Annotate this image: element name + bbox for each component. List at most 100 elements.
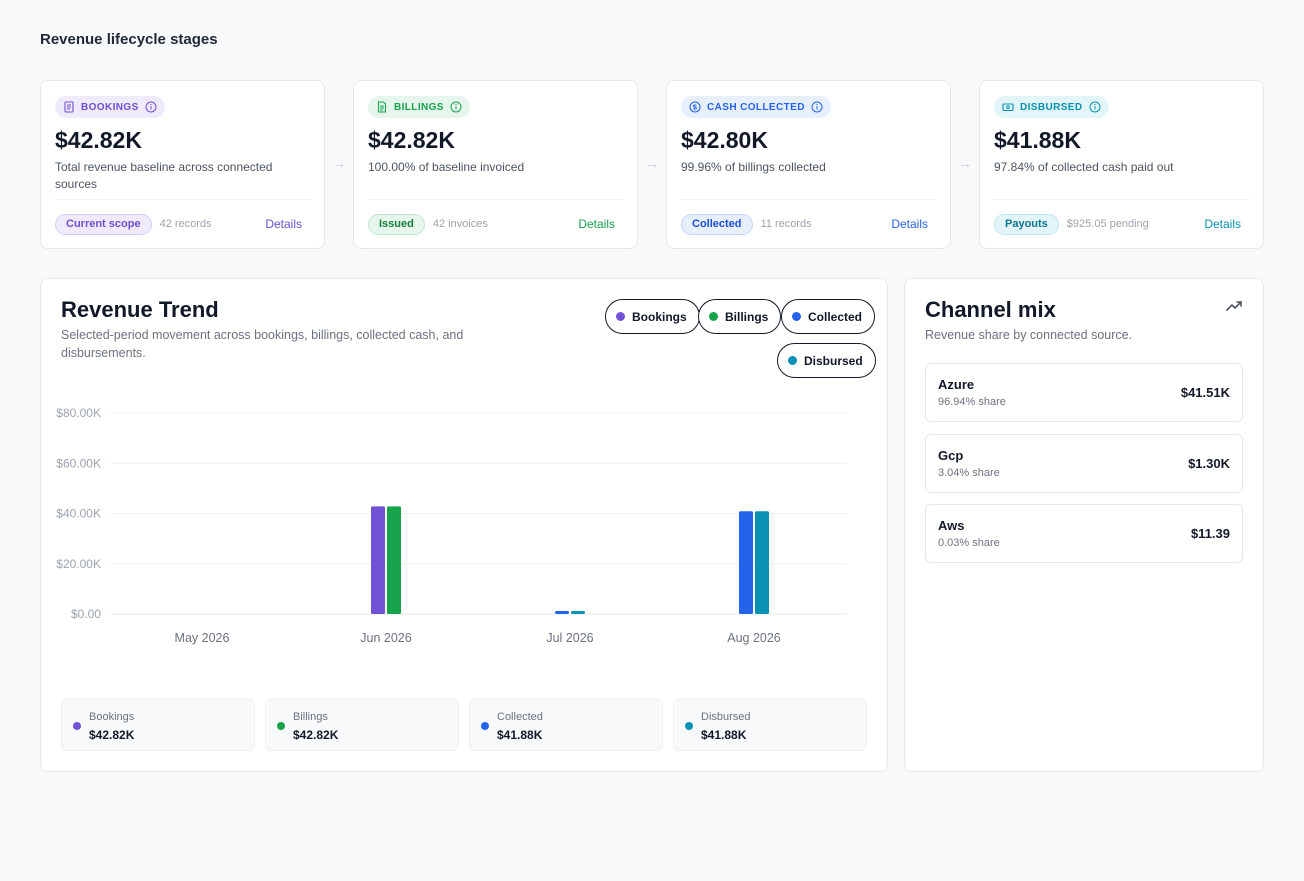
x-tick-label: Aug 2026 bbox=[727, 631, 781, 645]
details-link[interactable]: Details bbox=[265, 217, 302, 231]
legend-toggle-disbursed[interactable]: Disbursed bbox=[777, 343, 876, 378]
summary-dot bbox=[277, 722, 285, 730]
stage-footer: Issued 42 invoices Details bbox=[368, 199, 623, 248]
bar-billings bbox=[387, 506, 401, 614]
arrow-right-icon: → bbox=[958, 155, 972, 171]
stage-description: 100.00% of baseline invoiced bbox=[368, 160, 525, 174]
x-tick-label: Jul 2026 bbox=[546, 631, 593, 645]
banknote-icon bbox=[1002, 103, 1014, 112]
x-tick-label: Jun 2026 bbox=[360, 631, 411, 645]
summary-dot bbox=[73, 722, 81, 730]
panel-subtitle: Revenue share by connected source. bbox=[925, 328, 1133, 342]
legend-label: Disbursed bbox=[804, 353, 863, 368]
stage-pill-disbursed: DISBURSED bbox=[994, 96, 1109, 118]
legend-label: Collected bbox=[808, 309, 863, 324]
stage-pill-cash-collected: $ CASH COLLECTED bbox=[681, 96, 831, 118]
channel-name: Azure bbox=[938, 377, 975, 392]
record-count: 42 invoices bbox=[432, 218, 488, 230]
x-tick-label: May 2026 bbox=[175, 631, 230, 645]
summary-card-bookings: Bookings $42.82K bbox=[61, 698, 255, 751]
details-link[interactable]: Details bbox=[891, 217, 928, 231]
y-tick-label: $80.00K bbox=[56, 406, 101, 420]
channel-share: 96.94% share bbox=[938, 396, 1006, 408]
status-badge: Payouts bbox=[994, 213, 1059, 235]
y-tick-label: $40.00K bbox=[56, 507, 101, 521]
stage-card-cash-collected: $ CASH COLLECTED $42.80K 99.96% of billi… bbox=[666, 80, 951, 249]
stage-footer: Payouts $925.05 pending Details bbox=[994, 199, 1249, 248]
stage-footer: Collected 11 records Details bbox=[681, 199, 936, 248]
status-badge: Issued bbox=[368, 213, 425, 235]
channel-mix-panel: Channel mix Revenue share by connected s… bbox=[904, 278, 1264, 772]
panel-title: Revenue Trend bbox=[61, 297, 219, 322]
legend-toggle-bookings[interactable]: Bookings bbox=[605, 299, 700, 334]
y-tick-label: $20.00K bbox=[56, 557, 101, 571]
summary-card-billings: Billings $42.82K bbox=[265, 698, 459, 751]
channel-name: Aws bbox=[938, 518, 965, 533]
channel-row-aws[interactable]: Aws 0.03% share $11.39 bbox=[925, 504, 1243, 563]
info-icon[interactable] bbox=[450, 101, 462, 113]
summary-card-disbursed: Disbursed $41.88K bbox=[673, 698, 867, 751]
invoice-icon bbox=[377, 101, 387, 113]
legend-label: Billings bbox=[725, 309, 769, 324]
channel-amount: $1.30K bbox=[1188, 456, 1230, 471]
summary-value: $42.82K bbox=[89, 728, 135, 742]
summary-dot bbox=[481, 722, 489, 730]
legend-dot bbox=[788, 356, 797, 365]
trend-up-icon[interactable] bbox=[1225, 299, 1243, 313]
info-icon[interactable] bbox=[145, 101, 157, 113]
info-icon[interactable] bbox=[811, 101, 823, 113]
bar-disbursed bbox=[755, 511, 769, 614]
document-icon bbox=[64, 101, 74, 113]
legend-dot bbox=[616, 312, 625, 321]
stage-pill-billings: BILLINGS bbox=[368, 96, 470, 118]
info-icon[interactable] bbox=[1089, 101, 1101, 113]
revenue-trend-chart: $0.00 $20.00K $40.00K $60.00K $80.00K May 202… bbox=[56, 406, 847, 645]
stage-label: DISBURSED bbox=[1020, 101, 1083, 113]
svg-text:$: $ bbox=[692, 104, 697, 112]
channel-row-gcp[interactable]: Gcp 3.04% share $1.30K bbox=[925, 434, 1243, 493]
summary-dot bbox=[685, 722, 693, 730]
bar-collected bbox=[739, 511, 753, 614]
bar-collected bbox=[555, 611, 569, 614]
stage-description: Total revenue baseline across connected … bbox=[55, 160, 273, 191]
legend-toggle-billings[interactable]: Billings bbox=[698, 299, 782, 334]
record-count: $925.05 pending bbox=[1066, 218, 1149, 230]
revenue-trend-panel: Revenue Trend Selected-period movement a… bbox=[40, 278, 888, 772]
arrow-right-icon: → bbox=[332, 155, 346, 171]
summary-value: $41.88K bbox=[701, 728, 747, 742]
bar-disbursed bbox=[571, 611, 585, 614]
stage-value: $42.82K bbox=[368, 127, 455, 153]
details-link[interactable]: Details bbox=[578, 217, 615, 231]
y-tick-label: $60.00K bbox=[56, 456, 101, 470]
summary-card-collected: Collected $41.88K bbox=[469, 698, 663, 751]
stage-description: 99.96% of billings collected bbox=[681, 160, 826, 174]
stage-value: $41.88K bbox=[994, 127, 1081, 153]
channel-amount: $41.51K bbox=[1180, 385, 1230, 400]
channel-name: Gcp bbox=[938, 448, 964, 463]
legend-toggle-collected[interactable]: Collected bbox=[781, 299, 876, 334]
page-title: Revenue lifecycle stages bbox=[40, 31, 218, 48]
status-badge: Current scope bbox=[55, 213, 152, 235]
dollar-coin-icon: $ bbox=[689, 101, 701, 113]
panel-subtitle: Selected-period movement across bookings… bbox=[61, 328, 464, 360]
stage-label: BILLINGS bbox=[394, 101, 444, 113]
summary-label: Bookings bbox=[89, 711, 135, 723]
legend-dot bbox=[792, 312, 801, 321]
panel-title: Channel mix bbox=[925, 297, 1056, 322]
channel-amount: $11.39 bbox=[1190, 526, 1230, 541]
summary-value: $42.82K bbox=[293, 728, 339, 742]
stage-description: 97.84% of collected cash paid out bbox=[994, 160, 1174, 174]
stage-card-disbursed: DISBURSED $41.88K 97.84% of collected ca… bbox=[979, 80, 1264, 249]
stage-card-billings: BILLINGS $42.82K 100.00% of baseline inv… bbox=[353, 80, 638, 249]
stage-value: $42.82K bbox=[55, 127, 142, 153]
arrow-right-icon: → bbox=[645, 155, 659, 171]
summary-value: $41.88K bbox=[497, 728, 543, 742]
channel-row-azure[interactable]: Azure 96.94% share $41.51K bbox=[925, 363, 1243, 422]
stage-footer: Current scope 42 records Details bbox=[55, 199, 310, 248]
stage-label: CASH COLLECTED bbox=[707, 101, 805, 113]
channel-share: 0.03% share bbox=[938, 537, 1000, 549]
details-link[interactable]: Details bbox=[1204, 217, 1241, 231]
summary-label: Collected bbox=[497, 711, 543, 723]
record-count: 11 records bbox=[760, 218, 812, 230]
legend-label: Bookings bbox=[632, 309, 687, 324]
